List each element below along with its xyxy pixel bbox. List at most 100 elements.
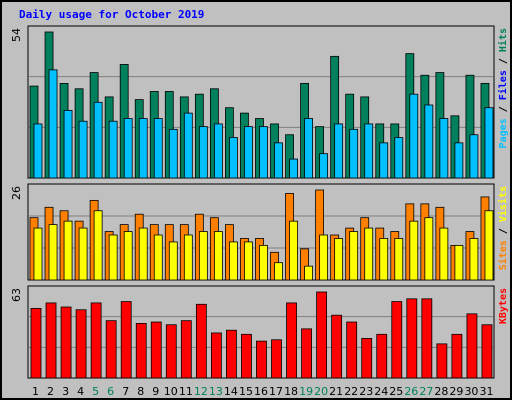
bar-files — [48, 69, 58, 179]
bar-sites — [108, 234, 118, 281]
y-axis-label-part: / — [498, 52, 509, 70]
bar-sites — [259, 244, 268, 281]
bar-files — [289, 158, 298, 179]
x-tick-label: 2 — [47, 385, 54, 398]
bar-sites — [334, 238, 344, 281]
bar-files — [274, 142, 283, 179]
bar-kbytes — [30, 307, 42, 379]
x-tick-label: 20 — [314, 385, 328, 398]
chart-panels: 54 Pages / Files / Hits 26 Sites / Visits 63… — [10, 25, 509, 379]
y-max-label: 54 — [10, 28, 23, 42]
bar-files — [454, 142, 464, 179]
x-tick-label: 3 — [62, 385, 69, 398]
y-axis-label: Pages / Files / Hits — [497, 28, 509, 148]
bar-sites — [48, 224, 58, 281]
x-tick-label: 12 — [194, 385, 208, 398]
bar-sites — [439, 227, 449, 281]
bar-files — [33, 123, 43, 179]
bar-sites — [424, 217, 434, 281]
bar-files — [364, 123, 374, 179]
chart-title: Daily usage for October 2019 — [19, 8, 204, 21]
x-tick-label: 10 — [164, 385, 178, 398]
bar-sites — [168, 241, 178, 281]
bar-kbytes — [301, 328, 312, 379]
bar-kbytes — [391, 301, 403, 379]
bar-kbytes — [120, 301, 132, 379]
bar-files — [259, 126, 268, 179]
bar-files — [198, 126, 208, 179]
bar-sites — [123, 231, 133, 281]
bar-kbytes — [376, 333, 388, 379]
bar-files — [439, 118, 449, 179]
x-tick-label: 8 — [137, 385, 144, 398]
x-tick-label: 28 — [434, 385, 448, 398]
bar-files — [484, 107, 494, 179]
y-max-label: 63 — [10, 288, 23, 302]
bar-files — [229, 137, 238, 179]
x-tick-label: 25 — [389, 385, 403, 398]
bar-sites — [244, 241, 253, 281]
x-tick-label: 24 — [374, 385, 388, 398]
bar-kbytes — [466, 313, 478, 379]
x-tick-label: 26 — [404, 385, 418, 398]
bar-sites — [138, 227, 148, 281]
y-axis-label-part: / — [498, 100, 509, 118]
x-tick-label: 15 — [239, 385, 253, 398]
x-tick-label: 16 — [254, 385, 268, 398]
bar-sites — [153, 234, 163, 281]
bar-kbytes — [105, 320, 117, 379]
y-axis-label-part: KBytes — [498, 288, 509, 324]
bar-sites — [63, 220, 73, 281]
bar-kbytes — [451, 333, 463, 379]
bar-kbytes — [135, 322, 147, 379]
bar-files — [183, 112, 193, 179]
bar-files — [319, 153, 329, 179]
bar-files — [138, 118, 148, 179]
bar-files — [213, 123, 223, 179]
bar-files — [334, 123, 344, 179]
bar-kbytes — [180, 320, 192, 379]
bar-kbytes — [60, 306, 72, 379]
x-tick-label: 23 — [359, 385, 373, 398]
bar-files — [409, 93, 419, 179]
x-tick-label: 29 — [449, 385, 463, 398]
y-axis-label: Sites / Visits — [497, 186, 509, 270]
bar-kbytes — [150, 321, 162, 379]
x-tick-label: 30 — [464, 385, 478, 398]
bar-files — [108, 120, 118, 179]
bar-kbytes — [436, 343, 448, 379]
x-tick-label: 27 — [419, 385, 433, 398]
bar-files — [394, 137, 404, 179]
bar-kbytes — [286, 302, 297, 379]
y-axis-label: KBytes — [498, 288, 509, 324]
bar-files — [304, 118, 313, 179]
y-max-label: 26 — [10, 186, 23, 200]
x-axis: 1 2 3 4 5 6 7 8 9 10 11 12 13 14 15 16 17 18 19 20 21 22 23 24 2… — [32, 385, 493, 398]
x-tick-label: 21 — [329, 385, 343, 398]
bar-sites — [304, 265, 313, 281]
bar-files — [78, 120, 88, 179]
bar-files — [63, 110, 73, 179]
bar-sites — [319, 234, 329, 281]
bar-sites — [394, 238, 404, 281]
bar-kbytes — [241, 333, 252, 379]
bar-kbytes — [271, 339, 282, 379]
bar-kbytes — [346, 321, 358, 379]
x-tick-label: 22 — [344, 385, 358, 398]
bar-sites — [213, 231, 223, 281]
bar-files — [349, 128, 359, 179]
x-tick-label: 18 — [284, 385, 298, 398]
y-axis-label-part: Files — [497, 70, 509, 100]
bar-sites — [33, 227, 43, 281]
bar-kbytes — [406, 298, 418, 379]
x-tick-label: 6 — [107, 385, 114, 398]
bar-files — [469, 134, 479, 179]
bar-kbytes — [331, 314, 343, 379]
bar-files — [379, 142, 389, 179]
bar-sites — [409, 220, 419, 281]
bar-sites — [289, 220, 298, 281]
bar-sites — [274, 262, 283, 281]
x-tick-label: 1 — [32, 385, 39, 398]
